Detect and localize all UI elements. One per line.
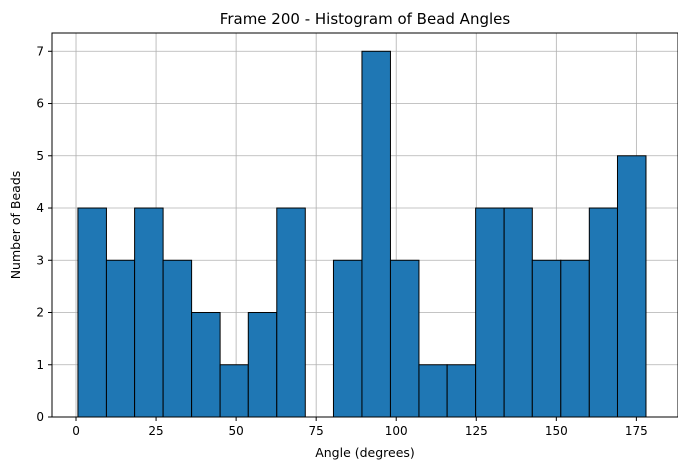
y-tick-label: 2 (36, 306, 44, 320)
histogram-bar (389, 259, 420, 418)
histogram-bar (332, 259, 363, 418)
x-tick-label: 75 (309, 424, 324, 438)
histogram-bar (361, 50, 391, 418)
histogram-bar (162, 259, 193, 418)
histogram-bar (219, 364, 249, 418)
x-tick-label: 175 (625, 424, 648, 438)
histogram-bar (503, 207, 533, 418)
histogram-bar (418, 364, 448, 418)
histogram-bar (446, 364, 477, 418)
histogram-bar (77, 207, 107, 418)
y-tick-label: 6 (36, 97, 44, 111)
x-tick-label: 150 (545, 424, 568, 438)
histogram-bar (588, 207, 618, 418)
y-tick-label: 1 (36, 358, 44, 372)
plot-frame (51, 32, 678, 418)
histogram-bar (276, 207, 306, 418)
x-tick-label: 50 (228, 424, 243, 438)
histogram-bar (191, 312, 221, 418)
y-tick-label: 4 (36, 201, 44, 215)
histogram-bar (475, 207, 505, 418)
histogram-bar (105, 259, 136, 418)
histogram-bar (134, 207, 164, 418)
x-tick-label: 100 (385, 424, 408, 438)
x-tick-label: 125 (465, 424, 488, 438)
bar-layer (77, 50, 647, 418)
x-tick-label: 25 (148, 424, 163, 438)
histogram-bar (247, 312, 278, 418)
histogram-bar (531, 259, 562, 418)
chart-title: Frame 200 - Histogram of Bead Angles (220, 10, 511, 28)
y-axis-label: Number of Beads (8, 171, 23, 280)
histogram-bar (560, 259, 590, 418)
y-tick-label: 7 (36, 44, 44, 58)
x-axis-label: Angle (degrees) (315, 445, 415, 460)
y-tick-label: 0 (36, 410, 44, 424)
x-tick-label: 0 (72, 424, 80, 438)
histogram-bar (616, 155, 647, 418)
tick-layer: 0 25 50 75 100 125 150 175 0 1 2 3 4 5 6 7 (36, 44, 647, 438)
y-tick-label: 5 (36, 149, 44, 163)
y-tick-label: 3 (36, 253, 44, 267)
